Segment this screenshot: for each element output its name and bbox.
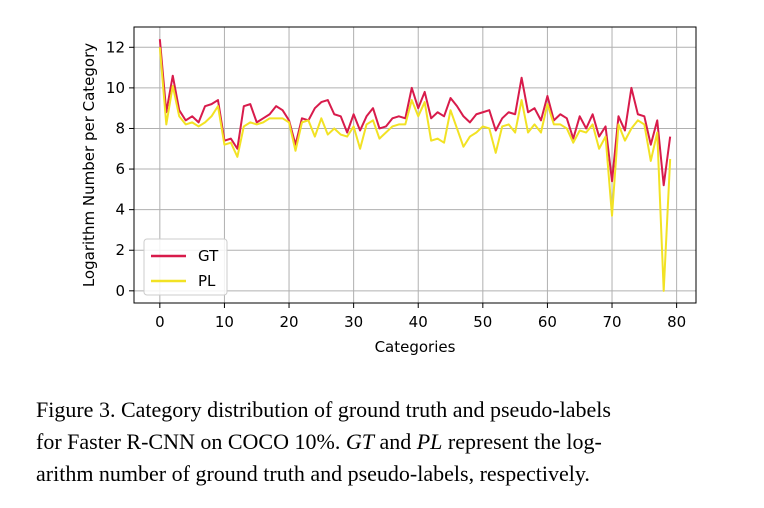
caption-text: represent the log- xyxy=(442,429,602,454)
y-tick-label: 8 xyxy=(115,119,125,137)
caption-gt-symbol: GT xyxy=(345,429,374,454)
y-tick-label: 0 xyxy=(115,282,125,300)
x-tick-label: 30 xyxy=(344,313,363,331)
legend-label-gt: GT xyxy=(198,247,219,265)
figure-caption: Figure 3. Category distribution of groun… xyxy=(36,394,746,490)
x-tick-label: 80 xyxy=(667,313,686,331)
plot-frame xyxy=(133,26,697,304)
caption-text: for Faster R-CNN on COCO 10%. xyxy=(36,429,346,454)
axis-ticks: 0 10 20 30 40 50 60 70 80 0 2 4 6 8 10 12 xyxy=(106,38,686,331)
caption-line-1: Figure 3. Category distribution of groun… xyxy=(36,397,611,422)
y-tick-label: 12 xyxy=(106,38,125,56)
x-tick-label: 70 xyxy=(602,313,621,331)
caption-text: and xyxy=(373,429,417,454)
y-tick-label: 4 xyxy=(115,201,125,219)
caption-line-2: for Faster R-CNN on COCO 10%. GT and PL … xyxy=(36,426,746,458)
series-line-gt xyxy=(158,39,672,187)
y-tick-label: 10 xyxy=(106,79,125,97)
caption-pl-symbol: PL xyxy=(416,429,443,454)
series-line-pl xyxy=(158,47,672,292)
x-axis-label: Categories xyxy=(375,338,456,356)
x-tick-label: 40 xyxy=(409,313,428,331)
line-chart: 0 10 20 30 40 50 60 70 80 0 2 4 6 8 10 12 Categories Lo… xyxy=(80,26,697,356)
series-lines xyxy=(158,39,672,292)
x-tick-label: 20 xyxy=(279,313,298,331)
x-tick-label: 50 xyxy=(473,313,492,331)
y-tick-label: 6 xyxy=(115,160,125,178)
caption-line-3: arithm number of ground truth and pseudo… xyxy=(36,461,590,486)
y-axis-label: Logarithm Number per Category xyxy=(80,43,98,287)
y-tick-label: 2 xyxy=(115,241,125,259)
legend: GT PL xyxy=(143,238,228,296)
x-tick-label: 0 xyxy=(155,313,165,331)
x-tick-label: 60 xyxy=(538,313,557,331)
grid xyxy=(134,27,696,303)
legend-label-pl: PL xyxy=(198,272,216,290)
x-tick-label: 10 xyxy=(215,313,234,331)
